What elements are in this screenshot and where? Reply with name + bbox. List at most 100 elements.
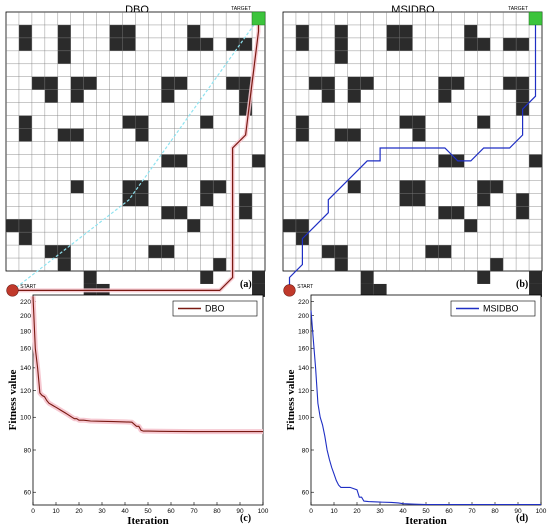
x-tick-label: 20 xyxy=(353,508,361,515)
start-marker xyxy=(6,284,19,297)
obstacle-cell xyxy=(226,76,240,90)
obstacle-cell xyxy=(122,115,136,129)
obstacle-cell xyxy=(161,89,175,103)
x-tick-label: 70 xyxy=(468,508,476,515)
obstacle-cell xyxy=(148,245,162,259)
y-tick-label: 100 xyxy=(298,415,309,422)
obstacle-cell xyxy=(321,76,335,90)
obstacle-cell xyxy=(109,24,123,38)
obstacle-cell xyxy=(295,37,309,51)
obstacle-cell xyxy=(70,89,84,103)
y-tick-label: 60 xyxy=(24,490,32,497)
obstacle-cell xyxy=(18,115,32,129)
grid-map-msidbo: START TARGET xyxy=(282,6,543,297)
obstacle-cell xyxy=(373,283,387,297)
y-tick-label: 120 xyxy=(298,388,309,395)
x-tick-label: 20 xyxy=(75,508,83,515)
obstacle-cell xyxy=(425,245,439,259)
obstacle-cell xyxy=(438,89,452,103)
obstacle-cell xyxy=(360,76,374,90)
obstacle-cell xyxy=(135,193,149,207)
obstacle-cell xyxy=(347,128,361,142)
obstacle-cell xyxy=(239,37,253,51)
x-tick-label: 0 xyxy=(309,508,313,515)
obstacle-cell xyxy=(135,128,149,142)
obstacle-cell xyxy=(174,154,188,168)
legend-label: DBO xyxy=(205,304,225,314)
y-tick-label: 180 xyxy=(298,328,309,335)
obstacle-cell xyxy=(386,24,400,38)
obstacle-cell xyxy=(477,180,491,194)
obstacle-cell xyxy=(477,115,491,129)
obstacle-cell xyxy=(399,180,413,194)
y-tick-label: 220 xyxy=(298,299,309,306)
start-label: START xyxy=(297,284,313,290)
planned-path xyxy=(288,18,537,291)
obstacle-cell xyxy=(135,180,149,194)
obstacle-cell xyxy=(252,283,265,297)
x-tick-label: 40 xyxy=(399,508,407,515)
obstacle-cell xyxy=(174,76,188,90)
panel-d-label: (d) xyxy=(516,513,528,524)
obstacle-cell xyxy=(226,37,240,51)
obstacle-cell xyxy=(161,154,175,168)
y-tick-label: 80 xyxy=(302,447,310,454)
obstacle-cell xyxy=(200,37,214,51)
x-tick-label: 40 xyxy=(121,508,129,515)
legend-box xyxy=(450,300,536,317)
obstacle-cell xyxy=(451,206,465,220)
obstacle-cell xyxy=(161,206,175,220)
panel-a-label: (a) xyxy=(240,279,252,290)
x-tick-label: 100 xyxy=(258,508,269,515)
x-tick-label: 80 xyxy=(213,508,221,515)
x-tick-label: 70 xyxy=(190,508,198,515)
obstacle-cell xyxy=(239,76,253,90)
obstacle-cell xyxy=(321,245,335,259)
x-tick-label: 30 xyxy=(98,508,106,515)
x-tick-label: 90 xyxy=(236,508,244,515)
obstacle-cell xyxy=(239,193,253,207)
obstacle-cell xyxy=(334,245,348,259)
obstacle-cell xyxy=(161,76,175,90)
obstacle-cell xyxy=(44,76,58,90)
obstacle-cell xyxy=(57,245,71,259)
obstacle-cell xyxy=(70,180,84,194)
x-axis-label: Iteration xyxy=(405,515,447,527)
x-tick-label: 60 xyxy=(445,508,453,515)
y-tick-label: 80 xyxy=(24,447,32,454)
obstacle-cell xyxy=(503,76,517,90)
fitness-chart-msidbo: 0 10 20 30 40 50 60 70 80 90 100 60 80 100 120 140 160 18… xyxy=(285,294,547,527)
obstacle-cell xyxy=(490,258,504,271)
x-tick-label: 100 xyxy=(536,508,547,515)
grid-map-dbo: START TARGET xyxy=(5,6,266,297)
obstacle-cell xyxy=(283,219,296,233)
obstacle-cell xyxy=(44,89,58,103)
obstacle-cell xyxy=(334,50,348,64)
obstacle-cell xyxy=(161,245,175,259)
obstacle-cell xyxy=(200,271,214,284)
obstacle-cell xyxy=(122,37,136,51)
start-label: START xyxy=(20,284,36,290)
obstacle-cell xyxy=(464,37,478,51)
obstacle-cell xyxy=(187,219,201,233)
plot-area xyxy=(32,294,264,506)
obstacle-cell xyxy=(83,76,97,90)
obstacle-cell xyxy=(174,206,188,220)
x-tick-label: 10 xyxy=(52,508,60,515)
obstacle-cell xyxy=(18,37,32,51)
y-tick-label: 100 xyxy=(20,415,31,422)
series-line xyxy=(310,310,541,506)
panel-c-label: (c) xyxy=(240,513,251,524)
obstacle-cell xyxy=(57,258,71,271)
target-marker xyxy=(528,11,543,26)
obstacle-cell xyxy=(44,245,58,259)
obstacle-cell xyxy=(200,180,214,194)
obstacle-cell xyxy=(477,193,491,207)
obstacle-cell xyxy=(347,180,361,194)
y-tick-label: 180 xyxy=(20,328,31,335)
obstacle-cell xyxy=(57,50,71,64)
obstacle-cell xyxy=(399,37,413,51)
legend-label: MSIDBO xyxy=(483,304,519,314)
fitness-chart-dbo: 0 10 20 30 40 50 60 70 80 90 100 60 80 100 120 140 160 18… xyxy=(7,294,269,527)
